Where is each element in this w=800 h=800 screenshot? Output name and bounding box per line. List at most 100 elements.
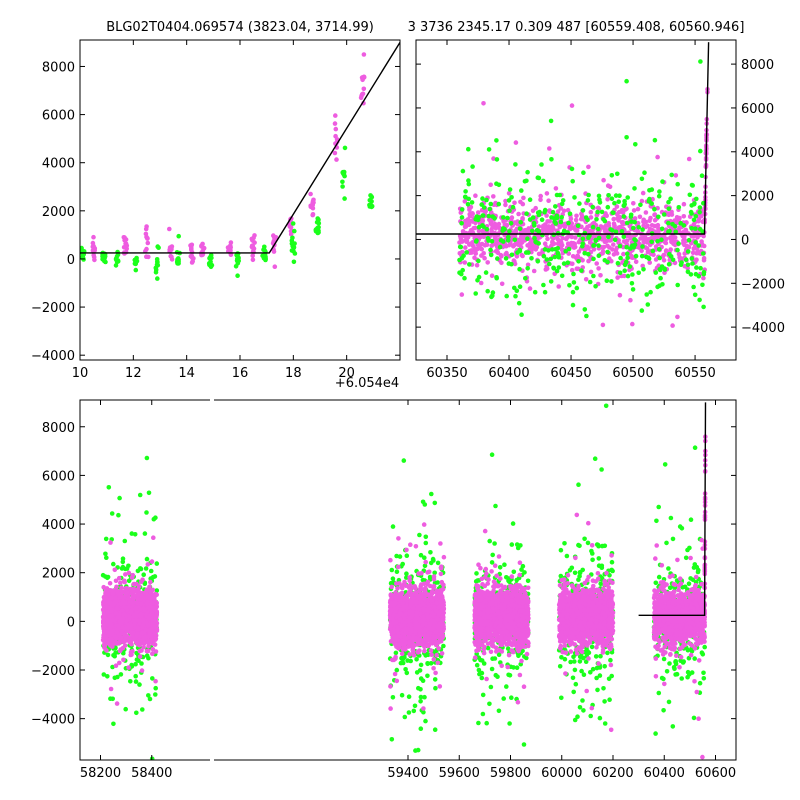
green-point (582, 250, 587, 256)
green-point (561, 228, 567, 234)
green-point (122, 538, 128, 544)
green-point (548, 118, 554, 124)
green-point (554, 192, 560, 198)
green-point (547, 261, 552, 267)
magenta-point (474, 233, 480, 239)
magenta-point (681, 238, 686, 243)
green-point (400, 660, 406, 666)
magenta-point (600, 322, 606, 328)
magenta-point (333, 126, 339, 132)
green-point (137, 492, 143, 498)
green-point (496, 201, 502, 207)
green-point (144, 653, 150, 659)
green-point (209, 255, 214, 261)
green-point (612, 200, 617, 206)
green-point (488, 252, 494, 258)
green-point (418, 662, 424, 668)
magenta-point (169, 246, 174, 252)
green-point (553, 221, 559, 226)
green-point (404, 670, 410, 676)
magenta-point (127, 614, 132, 620)
magenta-point (112, 595, 118, 601)
green-point (513, 293, 518, 299)
magenta-point (113, 663, 119, 668)
green-point (506, 198, 512, 203)
magenta-point (580, 258, 585, 263)
magenta-point (109, 613, 115, 619)
green-point (661, 212, 667, 217)
green-point (688, 272, 694, 277)
green-point (120, 559, 126, 565)
green-point (483, 270, 489, 275)
magenta-point (676, 217, 682, 222)
green-point (689, 226, 694, 231)
magenta-point (252, 240, 257, 245)
magenta-point (117, 648, 123, 654)
magenta-point (114, 630, 120, 635)
magenta-point (394, 678, 400, 684)
magenta-point (555, 237, 561, 242)
green-point (624, 244, 629, 250)
magenta-point (547, 146, 552, 151)
magenta-point (117, 619, 123, 624)
green-point (640, 244, 645, 249)
green-point (494, 157, 500, 162)
green-point (495, 256, 500, 261)
magenta-point (669, 209, 674, 215)
magenta-point (116, 612, 122, 618)
green-point (484, 226, 490, 232)
green-point (584, 313, 589, 319)
green-point (150, 676, 155, 681)
magenta-point (145, 648, 151, 654)
green-point (558, 219, 564, 225)
magenta-point (141, 620, 147, 625)
green-point (698, 265, 703, 271)
magenta-point (574, 213, 579, 219)
green-point (390, 576, 396, 581)
green-point (549, 157, 554, 162)
green-point (701, 271, 707, 277)
green-point (411, 708, 417, 714)
green-point (569, 166, 575, 172)
magenta-point (121, 245, 127, 250)
green-point (587, 279, 593, 285)
magenta-point (129, 622, 134, 628)
green-point (570, 302, 576, 308)
green-point (666, 206, 672, 212)
magenta-point (250, 257, 256, 263)
magenta-point (601, 177, 606, 183)
magenta-point (628, 236, 633, 241)
magenta-point (92, 248, 97, 253)
magenta-point (126, 665, 131, 670)
magenta-point (134, 600, 140, 606)
green-point (111, 561, 116, 567)
green-point (406, 710, 412, 715)
green-point (138, 566, 144, 572)
magenta-point (478, 234, 484, 240)
green-point (617, 270, 623, 276)
green-point (390, 695, 396, 700)
magenta-point (499, 260, 504, 266)
green-point (700, 229, 705, 234)
magenta-point (272, 234, 277, 240)
magenta-point (411, 653, 417, 658)
magenta-point (154, 626, 159, 631)
green-point (261, 252, 266, 258)
green-point (693, 271, 699, 277)
magenta-point (568, 216, 574, 222)
magenta-point (512, 200, 517, 206)
green-point (394, 569, 400, 574)
green-point (535, 259, 541, 264)
green-point (596, 235, 602, 241)
green-point (580, 243, 585, 249)
magenta-point (201, 245, 206, 251)
green-point (292, 228, 297, 234)
green-point (123, 706, 128, 712)
y-tick-label: −2000 (31, 301, 75, 316)
green-point (429, 491, 434, 497)
magenta-point (309, 204, 314, 209)
green-point (583, 215, 589, 220)
green-point (497, 244, 503, 250)
green-point (485, 288, 491, 294)
green-point (418, 694, 424, 700)
